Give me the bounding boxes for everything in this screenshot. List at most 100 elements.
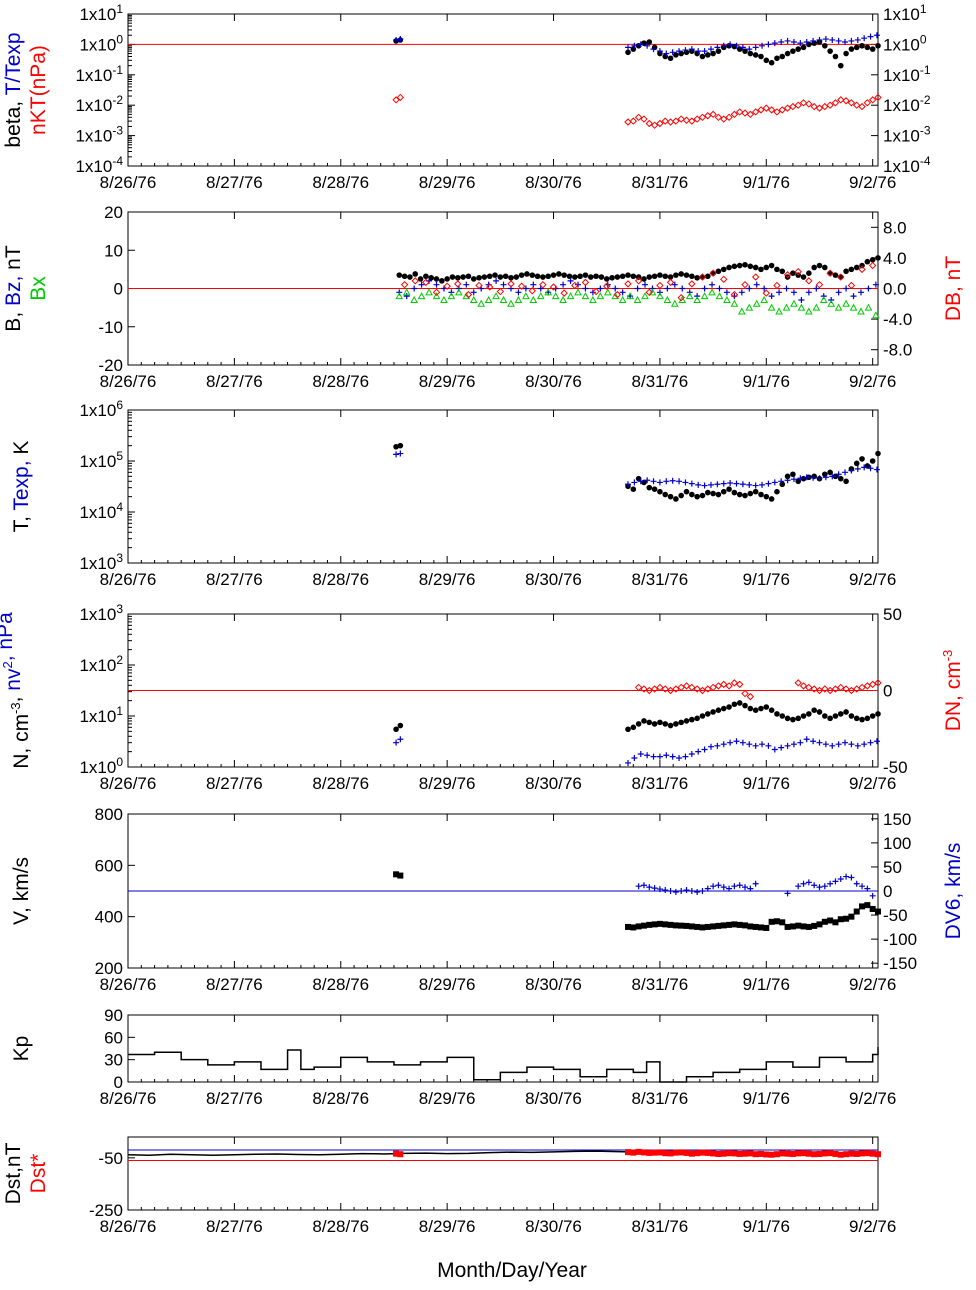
data-point-dot	[726, 264, 732, 271]
data-point-diamond	[411, 277, 419, 285]
data-point-plus	[790, 38, 797, 45]
data-point-dot	[822, 471, 828, 478]
x-tick-label: 8/29/76	[419, 1089, 476, 1108]
data-point-dot	[795, 715, 802, 722]
data-point-dot	[837, 62, 844, 69]
data-point-plus	[411, 285, 418, 292]
data-point-diamond	[821, 685, 829, 693]
data-point-diamond	[603, 282, 611, 290]
data-point-plus	[619, 289, 626, 296]
data-point-diamond	[735, 108, 744, 116]
data-point-plus	[813, 285, 820, 292]
data-point-square	[795, 1150, 802, 1157]
data-point-triangle	[760, 295, 769, 303]
data-point-plus	[859, 883, 866, 890]
data-point-diamond	[528, 287, 536, 295]
panel-beta: 8/26/76 8/27/76 8/28/76 8/29/76 8/30/76 8/31/…	[2, 2, 931, 192]
y-tick-label: 90	[104, 1006, 123, 1025]
data-point-plus	[714, 44, 721, 51]
data-point-plus	[752, 44, 759, 51]
data-point-plus	[720, 884, 727, 891]
data-point-diamond	[661, 117, 669, 125]
data-point-square	[646, 921, 653, 928]
data-point-diamond	[656, 281, 664, 290]
data-point-dot	[731, 263, 738, 270]
y-tick-label: 1x105	[79, 449, 123, 471]
data-point-dot	[683, 718, 690, 724]
data-point-diamond	[464, 290, 473, 299]
data-point-diamond	[868, 96, 877, 104]
data-point-dot	[832, 272, 839, 278]
data-point-square	[875, 908, 881, 915]
x-tick-label: 8/28/76	[312, 1217, 369, 1236]
data-point-dot	[763, 264, 770, 271]
x-tick-label: 9/1/76	[743, 173, 790, 192]
data-point-plus	[650, 753, 657, 760]
data-point-plus	[810, 738, 817, 745]
data-point-diamond	[517, 282, 526, 290]
data-point-plus	[872, 281, 879, 288]
data-point-plus	[803, 38, 810, 45]
data-point-plus	[843, 285, 850, 292]
data-point-dot	[864, 715, 871, 722]
data-point-dot	[822, 264, 828, 271]
data-point-plus	[864, 885, 871, 892]
data-point-square	[688, 1150, 695, 1157]
series-Dst-	[393, 1148, 881, 1158]
data-point-plus	[669, 753, 676, 760]
data-point-diamond	[640, 685, 648, 693]
x-tick-label: 8/27/76	[206, 1089, 263, 1108]
y-right-tick-label: -150	[883, 954, 917, 973]
data-point-diamond	[396, 93, 405, 102]
data-point-diamond	[874, 93, 882, 102]
data-point-plus	[720, 741, 727, 748]
y-right-tick-label: 0	[883, 882, 892, 901]
data-point-plus	[625, 481, 631, 488]
data-point-plus	[634, 285, 641, 292]
data-point-dot	[657, 719, 663, 726]
data-point-triangle	[700, 292, 709, 300]
data-point-plus	[644, 752, 651, 759]
data-point-square	[811, 922, 818, 929]
data-point-dot	[763, 57, 770, 64]
data-point-dot	[651, 486, 658, 492]
data-point-dot	[534, 273, 541, 280]
data-point-plus	[727, 739, 734, 746]
series-DN	[634, 679, 882, 701]
data-point-dot	[678, 50, 684, 57]
data-point-plus	[771, 479, 778, 486]
y-tick-label: -250	[89, 1201, 123, 1220]
data-point-diamond	[821, 102, 829, 111]
data-point-square	[869, 1150, 876, 1157]
data-point-triangle	[581, 292, 590, 300]
data-point-square	[672, 1149, 679, 1156]
data-point-plus	[733, 738, 740, 745]
data-point-dot	[470, 276, 477, 282]
x-tick-label: 9/2/76	[849, 1089, 896, 1108]
data-point-dot	[811, 264, 817, 271]
data-point-triangle	[805, 307, 813, 315]
data-point-plus	[790, 741, 797, 748]
data-point-square	[715, 922, 722, 929]
data-point-dot	[747, 705, 754, 712]
data-point-diamond	[560, 289, 568, 297]
y-right-tick-label: 1x101	[883, 2, 927, 24]
data-point-square	[763, 924, 770, 931]
data-point-dot	[550, 272, 557, 278]
data-point-dot	[577, 273, 583, 280]
data-point-plus	[816, 36, 823, 43]
data-point-plus	[656, 479, 663, 486]
data-point-dot	[853, 264, 860, 271]
data-point-plus	[761, 285, 768, 292]
data-point-plus	[797, 475, 804, 482]
data-point-diamond	[682, 682, 691, 690]
y-tick-label: 20	[104, 203, 123, 222]
data-point-dot	[662, 721, 669, 727]
data-point-dot	[673, 496, 679, 502]
data-point-diamond	[677, 293, 685, 302]
data-point-plus	[848, 741, 855, 748]
x-tick-label: 8/27/76	[206, 173, 263, 192]
data-point-dot	[502, 273, 509, 280]
data-point-triangle	[447, 292, 456, 300]
data-point-plus	[861, 35, 868, 42]
